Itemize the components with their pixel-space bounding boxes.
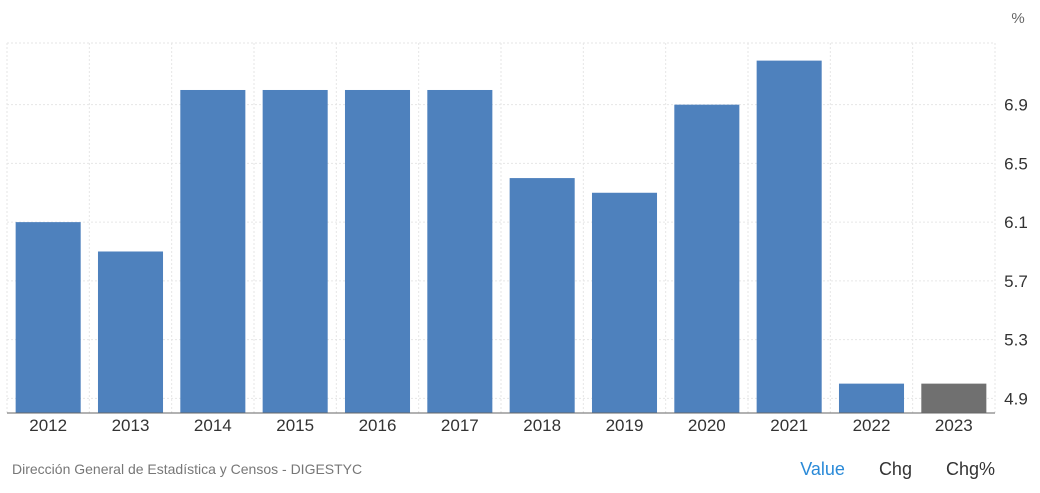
x-tick-label: 2014 xyxy=(194,416,232,435)
x-tick-label: 2013 xyxy=(112,416,150,435)
tab-chg[interactable]: Chg xyxy=(878,459,912,479)
x-tick-label: 2022 xyxy=(853,416,891,435)
bar-2013[interactable] xyxy=(97,251,164,413)
bar-2017[interactable] xyxy=(427,89,493,413)
grid-lines xyxy=(6,42,996,413)
y-tick-label: 6.5 xyxy=(1004,154,1028,173)
x-tick-label: 2017 xyxy=(441,416,479,435)
bar-2015[interactable] xyxy=(262,89,328,413)
y-tick-label: 5.7 xyxy=(1004,272,1028,291)
x-tick-label: 2019 xyxy=(606,416,644,435)
y-unit-label: % xyxy=(1011,10,1024,27)
bars xyxy=(15,60,987,414)
y-tick-label: 5.3 xyxy=(1004,331,1028,350)
x-tick-label: 2020 xyxy=(688,416,726,435)
view-tabs: Value Chg Chg% xyxy=(800,459,995,480)
bar-2019[interactable] xyxy=(591,192,658,413)
bar-2014[interactable] xyxy=(180,89,246,413)
x-tick-label: 2016 xyxy=(359,416,397,435)
x-tick-label: 2015 xyxy=(276,416,314,435)
bar-2018[interactable] xyxy=(509,178,575,413)
bar-2016[interactable] xyxy=(344,89,411,413)
x-tick-label: 2018 xyxy=(523,416,561,435)
bar-2021[interactable] xyxy=(756,60,822,413)
tab-value[interactable]: Value xyxy=(800,459,845,479)
x-tick-label: 2012 xyxy=(29,416,67,435)
y-tick-label: 6.1 xyxy=(1004,213,1028,232)
x-axis-ticks: 2012 2013 2014 2015 2016 2017 2018 2019 2020 2021… xyxy=(29,416,972,435)
x-tick-label: 2023 xyxy=(935,416,973,435)
x-tick-label: 2021 xyxy=(770,416,808,435)
bar-2020[interactable] xyxy=(674,104,740,414)
y-tick-label: 6.9 xyxy=(1004,96,1028,115)
y-axis-ticks: 4.9 5.3 5.7 6.1 6.5 6.9 xyxy=(1004,96,1028,409)
bar-2012[interactable] xyxy=(15,222,81,413)
y-tick-label: 4.9 xyxy=(1004,389,1028,408)
bar-2022[interactable] xyxy=(838,383,905,413)
source-text: Dirección General de Estadística y Censo… xyxy=(12,461,363,477)
bar-2023[interactable] xyxy=(921,383,987,413)
bar-chart: 2012 2013 2014 2015 2016 2017 2018 2019 2020 2021… xyxy=(6,10,1028,435)
tab-chg-percent[interactable]: Chg% xyxy=(945,459,995,479)
